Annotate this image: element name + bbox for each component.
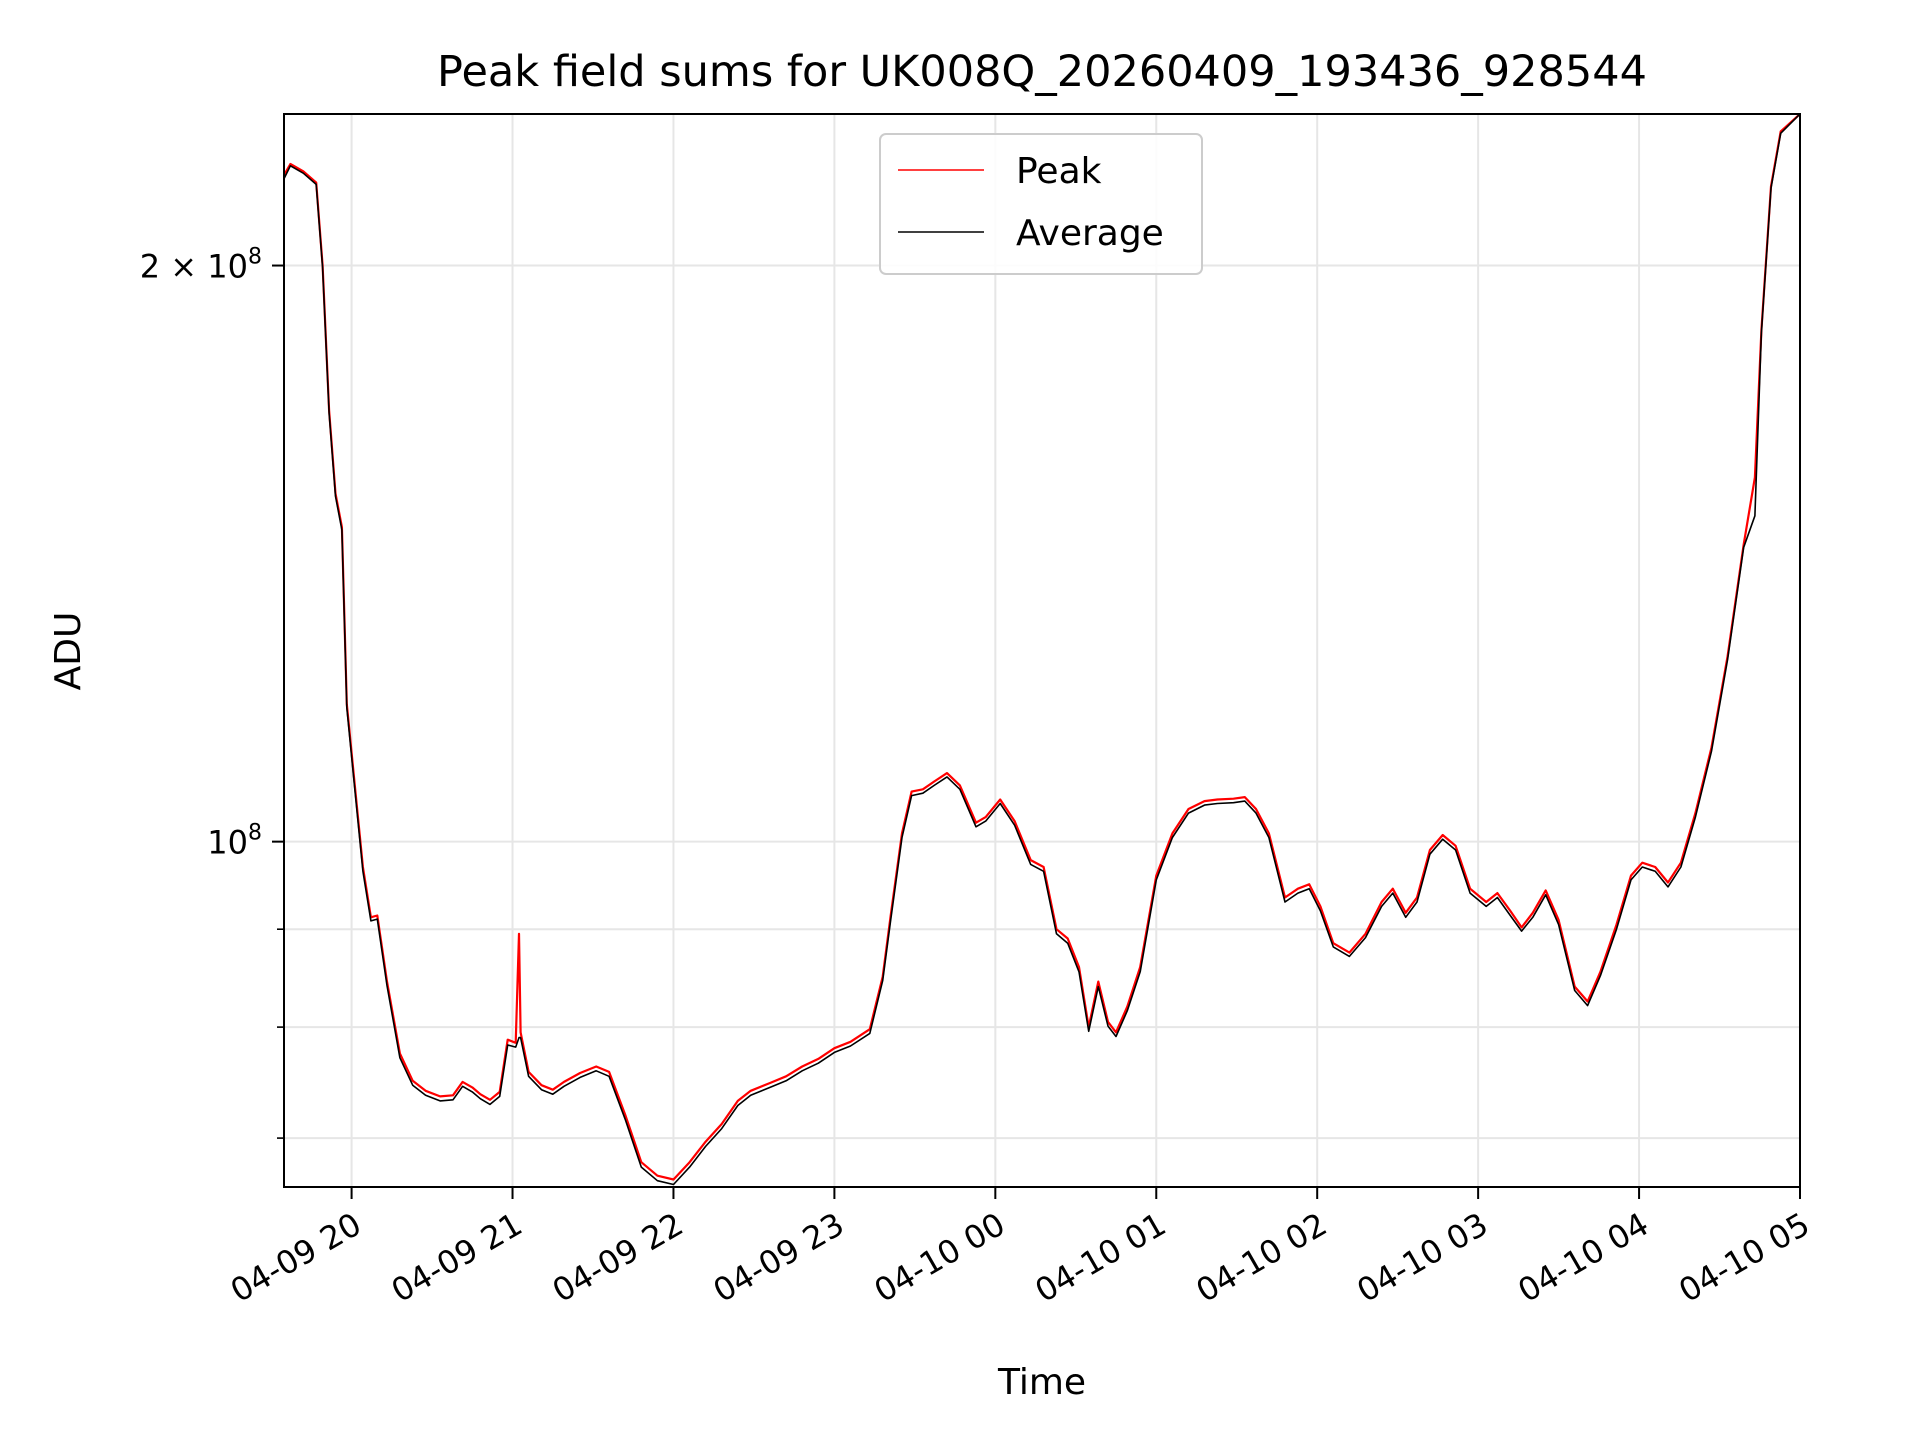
legend-label-peak: Peak xyxy=(1016,151,1102,192)
chart-title: Peak field sums for UK008Q_20260409_1934… xyxy=(437,47,1647,97)
series-layer xyxy=(284,114,1800,1186)
series-line-average xyxy=(284,114,1800,1186)
legend-box xyxy=(879,133,1203,275)
legend-label-average: Average xyxy=(1016,213,1164,254)
plot-frame xyxy=(283,113,1801,1188)
legend: Peak Average xyxy=(879,133,1203,275)
y-axis-label: ADU xyxy=(48,612,89,691)
y-tick-label: 2 × 108 xyxy=(140,245,262,286)
series-line-peak xyxy=(284,114,1800,1181)
x-axis-label: Time xyxy=(997,1362,1086,1403)
y-axis: 108 2 × 108 xyxy=(140,245,284,1139)
y-tick-label: 108 xyxy=(207,821,262,862)
